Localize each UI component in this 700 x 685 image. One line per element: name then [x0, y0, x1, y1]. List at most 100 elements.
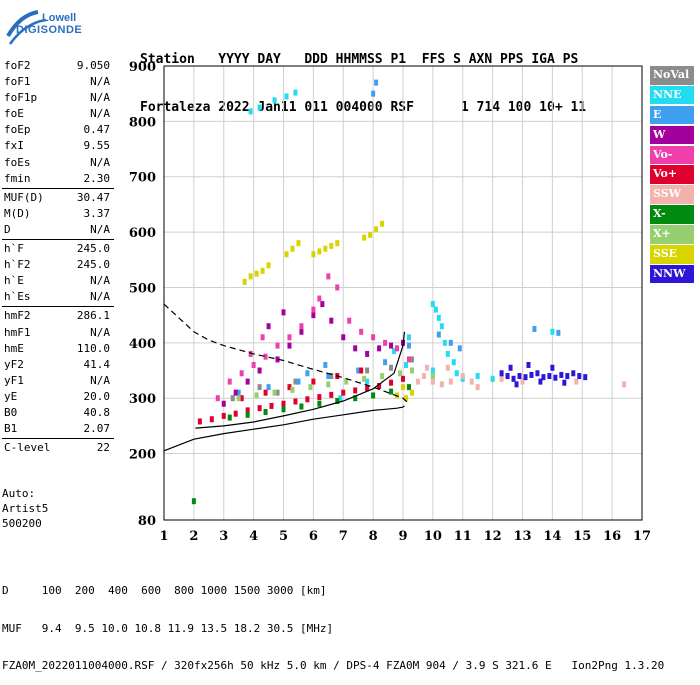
data-point-e [383, 359, 388, 366]
param-value: 40.8 [83, 405, 111, 419]
param-label: hmF1 [4, 325, 31, 339]
data-point-nnw [514, 381, 519, 388]
y-tick-label: 200 [129, 448, 156, 463]
data-point-x [191, 498, 196, 505]
data-point-nnw [550, 364, 555, 371]
legend-item-w: W [650, 125, 694, 145]
data-point-x [380, 373, 385, 380]
data-point-e [236, 389, 241, 396]
x-tick-label: 9 [398, 529, 407, 544]
data-point-vo [299, 323, 304, 330]
param-row: foEp 0.47 [2, 122, 114, 138]
param-label: C-level [4, 441, 51, 455]
data-point-nnw [547, 373, 552, 380]
data-point-e [436, 331, 441, 338]
param-row: B1 2.07 [2, 421, 114, 437]
y-tick-label: 900 [129, 60, 156, 75]
param-value: 9.050 [76, 59, 110, 72]
data-point-sse [260, 267, 265, 274]
data-point-e [556, 329, 561, 336]
data-point-w [221, 400, 226, 407]
ionogram-chart: 1 2 3 4 5 6 7 8 9 10 11 12 13 14 15 16 17802003004005006… [129, 60, 651, 544]
param-row: hmE 110.0 [2, 341, 114, 357]
data-point-vo [389, 379, 394, 386]
param-value: 0.47 [83, 123, 111, 137]
data-point-nnw [583, 374, 588, 381]
data-point-vo [245, 407, 250, 414]
param-value: N/A [90, 325, 110, 339]
data-point-nne [430, 301, 435, 308]
param-label: hmF2 [4, 309, 31, 323]
param-row: h`F2 245.0 [2, 257, 114, 273]
data-point-vo [209, 416, 214, 423]
data-point-noval [329, 373, 334, 380]
data-point-nnw [562, 379, 567, 386]
param-row: M(D) 3.37 [2, 206, 114, 222]
data-point-sse [329, 242, 334, 249]
data-point-x [344, 378, 349, 385]
data-point-nne [451, 359, 456, 366]
data-point-ssw [469, 378, 474, 385]
data-point-nnw [523, 374, 528, 381]
legend-item-nnw: NNW [650, 264, 694, 284]
data-point-vo [401, 375, 405, 382]
param-label: foEs [4, 155, 31, 169]
data-point-ssw [421, 373, 426, 380]
data-point-vo [371, 334, 376, 341]
logo-line1: Lowell [42, 12, 77, 24]
param-row: foEs N/A [2, 155, 114, 171]
data-point-ssw [574, 378, 579, 385]
data-point-vo [233, 410, 238, 417]
data-point-x [281, 406, 286, 413]
data-point-vo [287, 384, 292, 391]
param-label: foEp [4, 123, 31, 137]
param-label: fmin [4, 171, 31, 185]
param-label: foF1p [4, 91, 38, 105]
param-label: yF2 [4, 357, 24, 371]
data-point-e [266, 384, 271, 391]
legend-item-x: X+ [650, 225, 694, 244]
digisonde-logo-mark [6, 10, 47, 45]
param-separator [2, 187, 114, 189]
data-point-e [374, 79, 379, 86]
data-point-nne [293, 89, 298, 96]
data-point-vo [263, 389, 268, 396]
data-point-ssw [460, 373, 465, 380]
data-point-noval [409, 356, 414, 363]
x-tick-label: 2 [189, 529, 198, 544]
scaled-parameters-panel: foF2 9.050 foF1 N/A foF1p N/A foE N/A foEp 0.47 fx… [2, 58, 114, 456]
data-point-vo [260, 334, 265, 341]
data-point-sse [254, 270, 259, 277]
data-point-vo [326, 273, 331, 280]
station-header: Station YYYY DAY DDD HHMMSS P1 FFS S AXN… [140, 20, 586, 132]
param-value: 110.0 [76, 341, 110, 355]
param-separator [2, 438, 114, 440]
data-point-nne [406, 334, 411, 341]
auto-version: 500200 [2, 517, 42, 530]
data-point-w [329, 317, 334, 324]
data-point-e [448, 339, 453, 346]
data-point-e [296, 378, 301, 385]
data-point-e [356, 367, 361, 374]
data-point-w [275, 356, 280, 363]
data-point-nnw [577, 373, 582, 380]
x-tick-label: 13 [513, 529, 531, 544]
param-value: 245.0 [76, 242, 110, 256]
data-point-nnw [565, 373, 570, 380]
param-row: foF2 9.050 [2, 58, 114, 74]
data-point-vo [317, 295, 322, 302]
param-value: 286.1 [76, 309, 110, 323]
data-point-sse [323, 245, 328, 252]
data-point-w [320, 301, 325, 308]
data-point-noval [230, 395, 235, 402]
data-point-vo [239, 395, 244, 402]
data-point-w [311, 312, 316, 319]
footer-info: D 100 200 400 600 800 1000 1500 3000 [km… [2, 560, 664, 685]
y-tick-label: 300 [129, 392, 156, 407]
data-point-x [353, 395, 358, 402]
legend-item-nne: NNE [650, 85, 694, 105]
legend-item-ssw: SSW [650, 185, 694, 204]
param-label: fxI [4, 139, 24, 153]
data-point-sse [242, 278, 247, 285]
profile-curve-lower-bracket [195, 331, 406, 429]
